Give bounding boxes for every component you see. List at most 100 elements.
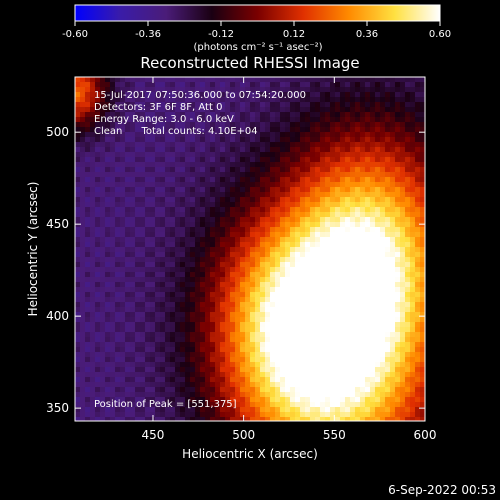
heatmap-cell — [330, 302, 336, 308]
heatmap-cell — [260, 187, 266, 193]
heatmap-cell — [150, 227, 156, 233]
heatmap-cell — [360, 127, 366, 133]
heatmap-cell — [185, 292, 191, 298]
heatmap-cell — [320, 347, 326, 353]
heatmap-cell — [295, 77, 301, 83]
heatmap-cell — [275, 292, 281, 298]
heatmap-cell — [125, 207, 131, 213]
heatmap-cell — [115, 347, 121, 353]
heatmap-cell — [155, 397, 161, 403]
heatmap-cell — [120, 417, 126, 421]
heatmap-cell — [200, 377, 206, 383]
heatmap-cell — [140, 242, 146, 248]
heatmap-cell — [330, 182, 336, 188]
heatmap-cell — [330, 222, 336, 228]
heatmap-cell — [355, 77, 361, 83]
heatmap-cell — [355, 267, 361, 273]
heatmap-cell — [90, 87, 96, 93]
heatmap-cell — [395, 357, 401, 363]
heatmap-cell — [105, 312, 111, 318]
heatmap-cell — [360, 392, 366, 398]
heatmap-cell — [305, 402, 311, 408]
heatmap-cell — [170, 122, 176, 128]
heatmap-cell — [260, 372, 266, 378]
heatmap-cell — [325, 302, 331, 308]
heatmap-cell — [235, 152, 241, 158]
heatmap-cell — [265, 182, 271, 188]
heatmap-cell — [110, 317, 116, 323]
heatmap-cell — [280, 322, 286, 328]
heatmap-cell — [370, 417, 376, 421]
heatmap-cell — [230, 382, 236, 388]
heatmap-cell — [90, 207, 96, 213]
heatmap-cell — [260, 247, 266, 253]
heatmap-cell — [270, 327, 276, 333]
heatmap-cell — [185, 242, 191, 248]
heatmap-cell — [90, 77, 96, 83]
heatmap-cell — [395, 327, 401, 333]
heatmap-cell — [180, 127, 186, 133]
heatmap-cell — [235, 202, 241, 208]
heatmap-cell — [320, 332, 326, 338]
heatmap-cell — [145, 177, 151, 183]
heatmap-cell — [80, 142, 86, 148]
heatmap-cell — [380, 357, 386, 363]
heatmap-cell — [420, 132, 425, 138]
heatmap-cell — [145, 247, 151, 253]
heatmap-cell — [305, 212, 311, 218]
heatmap-cell — [385, 322, 391, 328]
heatmap-cell — [290, 227, 296, 233]
heatmap-cell — [135, 367, 141, 373]
heatmap-cell — [285, 282, 291, 288]
heatmap-cell — [95, 397, 101, 403]
heatmap-cell — [360, 282, 366, 288]
heatmap-cell — [290, 92, 296, 98]
heatmap-cell — [405, 127, 411, 133]
heatmap-cell — [270, 177, 276, 183]
heatmap-cell — [140, 357, 146, 363]
heatmap-cell — [355, 227, 361, 233]
heatmap-cell — [390, 222, 396, 228]
heatmap-cell — [410, 347, 416, 353]
heatmap-cell — [320, 277, 326, 283]
heatmap-cell — [100, 162, 106, 168]
heatmap-cell — [235, 132, 241, 138]
heatmap-cell — [125, 237, 131, 243]
heatmap-cell — [380, 107, 386, 113]
heatmap-cell — [400, 107, 406, 113]
heatmap-cell — [280, 372, 286, 378]
heatmap-cell — [185, 307, 191, 313]
heatmap-cell — [200, 77, 206, 83]
heatmap-cell — [235, 237, 241, 243]
heatmap-cell — [400, 147, 406, 153]
heatmap-cell — [75, 242, 81, 248]
heatmap-cell — [190, 242, 196, 248]
heatmap-cell — [175, 227, 181, 233]
heatmap-cell — [175, 112, 181, 118]
heatmap-cell — [385, 352, 391, 358]
heatmap-cell — [85, 382, 91, 388]
heatmap-cell — [310, 127, 316, 133]
heatmap-cell — [350, 92, 356, 98]
heatmap-cell — [200, 392, 206, 398]
heatmap-cell — [155, 262, 161, 268]
heatmap-cell — [305, 92, 311, 98]
heatmap-cell — [205, 312, 211, 318]
heatmap-cell — [140, 272, 146, 278]
heatmap-cell — [345, 287, 351, 293]
heatmap-cell — [130, 177, 136, 183]
heatmap-cell — [225, 127, 231, 133]
heatmap-cell — [105, 137, 111, 143]
heatmap-cell — [340, 102, 346, 108]
heatmap-cell — [285, 262, 291, 268]
heatmap-cell — [185, 117, 191, 123]
heatmap-cell — [235, 92, 241, 98]
heatmap-cell — [265, 387, 271, 393]
heatmap-cell — [95, 347, 101, 353]
heatmap-cell — [320, 387, 326, 393]
heatmap-cell — [375, 267, 381, 273]
heatmap-cell — [365, 407, 371, 413]
heatmap-cell — [335, 202, 341, 208]
heatmap-cell — [145, 117, 151, 123]
heatmap-cell — [330, 282, 336, 288]
